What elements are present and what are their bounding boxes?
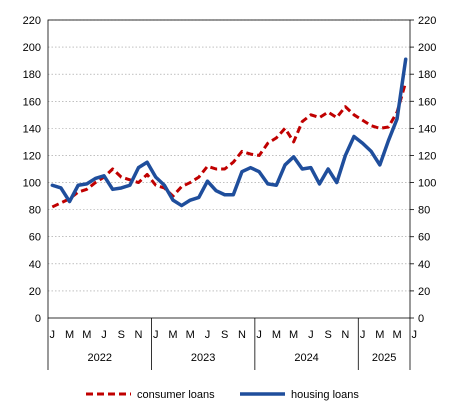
- series-line-housing-loans: [50, 57, 408, 208]
- x-tick-label-month: J: [101, 329, 107, 341]
- x-tick-label-month: S: [118, 329, 125, 341]
- y-tick-label-right: 60: [418, 232, 430, 244]
- x-tick-label-month: J: [205, 329, 211, 341]
- x-tick-label-month: M: [375, 329, 384, 341]
- x-tick-label-month: J: [412, 329, 418, 341]
- legend-label-housing-loans: housing loans: [291, 389, 359, 401]
- x-tick-label-month: M: [289, 329, 298, 341]
- y-tick-label-left: 40: [29, 259, 41, 271]
- x-tick-label-month: M: [186, 329, 195, 341]
- x-tick-label-year: 2023: [191, 352, 215, 364]
- x-tick-label-month: J: [256, 329, 262, 341]
- y-tick-label-left: 120: [23, 150, 41, 162]
- x-tick-label-month: M: [272, 329, 281, 341]
- y-tick-label-right: 120: [418, 150, 436, 162]
- y-tick-label-left: 200: [23, 42, 41, 54]
- y-tick-label-right: 40: [418, 259, 430, 271]
- x-tick-label-month: M: [82, 329, 91, 341]
- x-tick-label-month: J: [50, 329, 56, 341]
- x-tick-label-month: N: [135, 329, 143, 341]
- y-tick-label-left: 60: [29, 232, 41, 244]
- y-tick-label-left: 0: [35, 313, 41, 325]
- y-tick-label-left: 80: [29, 205, 41, 217]
- y-tick-label-left: 140: [23, 123, 41, 135]
- right-y-axis: 0 20 40 60 80 100 120 140 160 180 200 220: [410, 15, 436, 325]
- y-tick-label-right: 220: [418, 15, 436, 27]
- y-tick-label-right: 200: [418, 42, 436, 54]
- gridlines: [48, 19, 410, 292]
- x-tick-label-month: S: [324, 329, 331, 341]
- y-tick-label-left: 220: [23, 15, 41, 27]
- left-y-axis: 0 20 40 60 80 100 120 140 160 180 200 220: [23, 15, 41, 325]
- y-tick-label-right: 100: [418, 178, 436, 190]
- y-tick-label-right: 20: [418, 286, 430, 298]
- series-line-consumer-loans: [51, 81, 408, 209]
- year-dividers: [47, 318, 411, 370]
- y-tick-label-right: 0: [418, 313, 424, 325]
- x-tick-label-month: M: [65, 329, 74, 341]
- x-tick-label-year: 2025: [372, 352, 396, 364]
- y-tick-label-right: 180: [418, 69, 436, 81]
- x-tick-label-month: N: [341, 329, 349, 341]
- x-tick-label-year: 2022: [87, 352, 111, 364]
- x-tick-label-month: J: [153, 329, 159, 341]
- series-lines: [50, 57, 408, 209]
- y-tick-label-right: 160: [418, 96, 436, 108]
- x-tick-label-month: J: [308, 329, 314, 341]
- x-tick-label-month: M: [168, 329, 177, 341]
- x-tick-label-month: N: [238, 329, 246, 341]
- legend-label-consumer-loans: consumer loans: [137, 389, 215, 401]
- x-tick-label-month: S: [221, 329, 228, 341]
- x-tick-label-month: J: [360, 329, 366, 341]
- x-tick-label-year: 2024: [294, 352, 318, 364]
- x-tick-label-month: M: [392, 329, 401, 341]
- y-tick-label-left: 100: [23, 178, 41, 190]
- y-tick-label-right: 80: [418, 205, 430, 217]
- plot-area: [47, 19, 411, 319]
- y-tick-label-left: 20: [29, 286, 41, 298]
- legend: consumer loans housing loans: [86, 389, 359, 401]
- y-tick-label-left: 160: [23, 96, 41, 108]
- y-tick-label-left: 180: [23, 69, 41, 81]
- y-tick-label-right: 140: [418, 123, 436, 135]
